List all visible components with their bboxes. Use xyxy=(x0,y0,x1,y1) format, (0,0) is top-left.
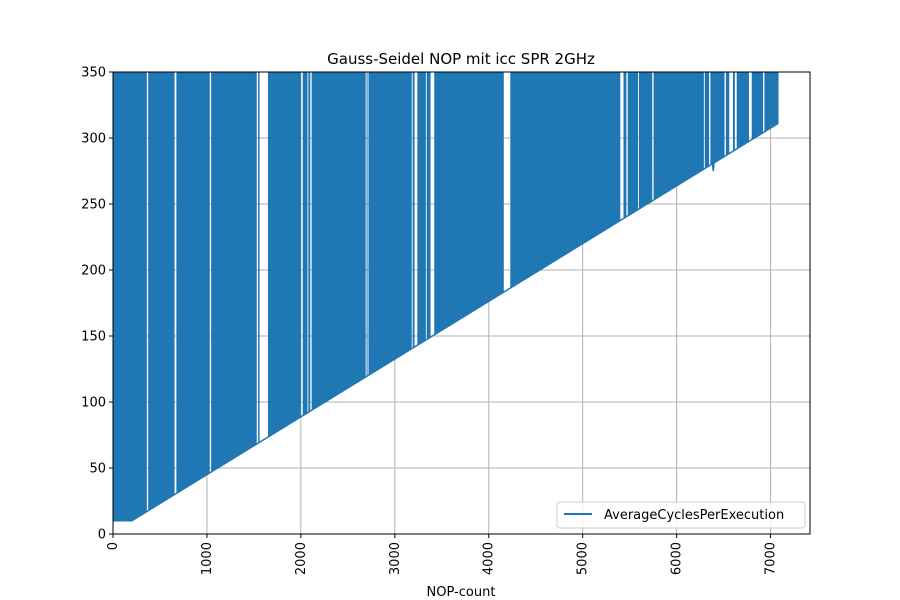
series-fill-segment xyxy=(732,71,735,152)
series-fill-segment xyxy=(267,71,301,438)
series-fill-segment xyxy=(311,71,366,411)
series-fill-segment xyxy=(736,71,749,150)
series-fill-segment xyxy=(725,71,730,157)
x-tick-label: 7000 xyxy=(764,542,779,575)
series-dip xyxy=(711,162,715,172)
chart-title: Gauss-Seidel NOP mit icc SPR 2GHz xyxy=(327,50,595,68)
y-tick-label: 50 xyxy=(89,462,106,477)
axes xyxy=(112,71,811,535)
series-fill-segment xyxy=(623,71,627,220)
x-tick-label: 2000 xyxy=(294,542,309,575)
y-tick-label: 350 xyxy=(81,66,106,81)
series-fill-segment xyxy=(368,71,412,376)
series-fill-segment xyxy=(639,71,653,210)
series-fill-segment xyxy=(412,71,415,349)
y-tick-label: 200 xyxy=(81,264,106,279)
series-line xyxy=(113,122,779,522)
y-tick-label: 250 xyxy=(81,198,106,213)
x-tick-label: 5000 xyxy=(576,542,591,575)
y-tick-label: 300 xyxy=(81,132,106,147)
series-fill-segment xyxy=(434,71,504,336)
series-fill-segment xyxy=(417,71,426,346)
legend: AverageCyclesPerExecution xyxy=(556,501,806,529)
data-series xyxy=(112,71,779,522)
ticks: 0 1000 2000 3000 4000 5000 6000 7000 0 50 100 150 20… xyxy=(81,66,778,576)
x-axis-title: NOP-count xyxy=(427,585,496,600)
y-tick-label: 0 xyxy=(98,528,106,543)
series-fill-segment xyxy=(148,71,175,512)
series-fill-segment xyxy=(764,71,779,133)
legend-box xyxy=(556,501,806,529)
x-tick-label: 3000 xyxy=(388,542,403,575)
x-tick-label: 4000 xyxy=(482,542,497,575)
series-fill-segment xyxy=(211,71,257,473)
legend-label: AverageCyclesPerExecution xyxy=(604,508,784,523)
axes-frame xyxy=(112,71,811,535)
x-tick-label: 6000 xyxy=(670,542,685,575)
x-tick-label: 1000 xyxy=(200,542,215,575)
series-fill-segment xyxy=(176,71,210,494)
y-tick-label: 150 xyxy=(81,330,106,345)
series-fill-segment xyxy=(112,71,147,522)
series-fill-segment xyxy=(710,71,725,166)
y-tick-label: 100 xyxy=(81,396,106,411)
series-fill-segment xyxy=(426,71,431,341)
series-fill-segment xyxy=(704,71,710,170)
series-fill-segment xyxy=(308,71,311,413)
series-fill-segment xyxy=(751,71,764,141)
series-fill-segment xyxy=(627,71,639,217)
x-tick-label: 0 xyxy=(106,542,121,550)
series-fill-segment xyxy=(302,71,308,417)
